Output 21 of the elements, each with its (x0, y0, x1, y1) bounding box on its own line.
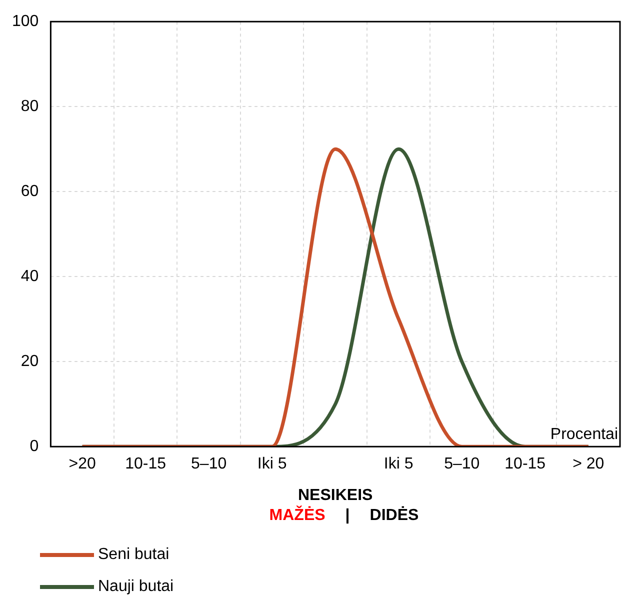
y-tick-label: 80 (20, 98, 39, 116)
x-tick-label: >20 (68, 456, 96, 473)
x-tick-label: > 20 (572, 456, 604, 473)
x-axis-title: NESIKEIS (298, 486, 374, 504)
legend-label: Nauji butai (98, 578, 174, 596)
x-tick-label: 10-15 (125, 456, 166, 473)
legend-label: Seni butai (98, 546, 170, 564)
text: MAŽĖS (269, 507, 326, 525)
x-tick-label: 10-15 (504, 456, 546, 473)
x-tick-label: 5–10 (191, 456, 227, 473)
x-tick-label: 5–10 (444, 456, 480, 473)
text: DIDĖS (370, 507, 419, 525)
text: | (345, 507, 350, 525)
y-tick-label: 40 (20, 268, 39, 286)
x-tick-label: Iki 5 (257, 456, 287, 473)
y-tick-label: 20 (20, 353, 39, 370)
y-tick-label: 0 (30, 438, 39, 456)
x-tick-label: Iki 5 (384, 456, 414, 473)
y-axis-title: Procentai (550, 426, 618, 444)
y-tick-label: 60 (20, 183, 39, 200)
y-tick-label: 100 (12, 13, 39, 30)
